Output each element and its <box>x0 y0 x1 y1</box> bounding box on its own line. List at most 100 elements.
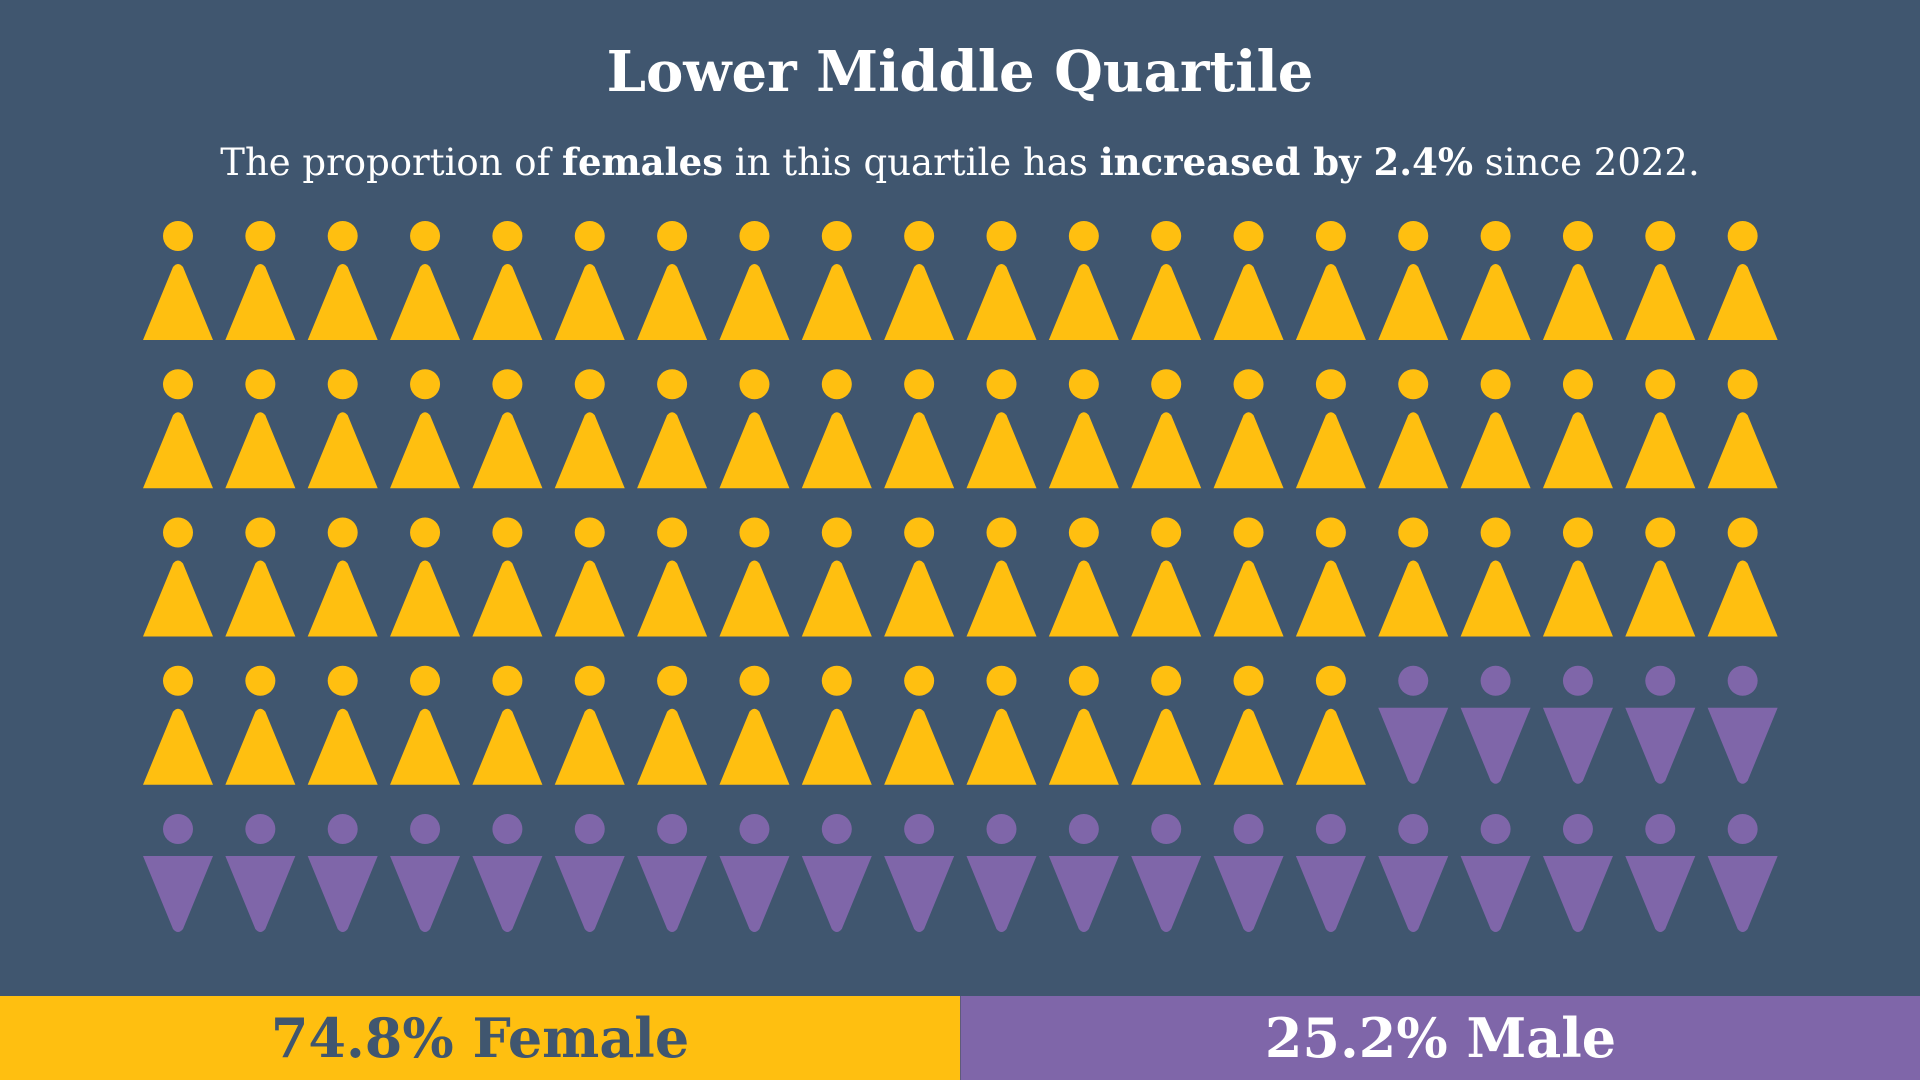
subtitle-text-2: in this quartile has <box>723 141 1100 184</box>
male-person-icon <box>1378 814 1449 932</box>
female-person-icon <box>1048 369 1119 489</box>
female-percentage-label: 74.8% Female <box>0 996 960 1080</box>
female-person-icon <box>884 665 955 785</box>
female-person-icon <box>390 221 461 340</box>
female-person-icon <box>390 369 461 489</box>
male-person-icon <box>801 814 872 932</box>
female-person-icon <box>1378 221 1449 340</box>
female-person-icon <box>1707 517 1778 637</box>
male-person-icon <box>1460 665 1531 784</box>
subtitle-text-3: since 2022. <box>1473 141 1700 184</box>
female-person-icon <box>1542 369 1613 489</box>
male-person-icon <box>554 814 625 932</box>
female-person-icon <box>884 369 955 489</box>
female-person-icon <box>966 221 1037 340</box>
female-person-icon <box>1131 369 1202 489</box>
female-person-icon <box>1625 517 1696 637</box>
female-person-icon <box>801 517 872 637</box>
subtitle-bold-increase: increased by 2.4% <box>1099 140 1474 184</box>
male-person-icon <box>1131 814 1202 932</box>
legend-bar: 74.8% Female 25.2% Male <box>0 996 1920 1080</box>
female-person-icon <box>637 221 708 340</box>
female-person-icon <box>225 665 296 785</box>
male-person-icon <box>1213 814 1284 932</box>
male-person-icon <box>472 814 543 932</box>
pictogram-grid <box>143 221 1778 932</box>
female-person-icon <box>472 221 543 340</box>
female-person-icon <box>143 369 213 489</box>
male-person-icon <box>719 814 790 932</box>
subtitle-bold-females: females <box>562 140 724 184</box>
female-person-icon <box>966 517 1037 637</box>
female-person-icon <box>884 517 955 637</box>
female-person-icon <box>1131 517 1202 637</box>
female-person-icon <box>554 369 625 489</box>
female-person-icon <box>1213 221 1284 340</box>
female-person-icon <box>307 369 378 489</box>
male-person-icon <box>307 814 378 932</box>
male-percentage-label: 25.2% Male <box>960 996 1920 1080</box>
female-person-icon <box>307 665 378 785</box>
female-person-icon <box>554 517 625 637</box>
female-person-icon <box>143 221 213 340</box>
female-person-icon <box>1131 221 1202 340</box>
female-person-icon <box>225 221 296 340</box>
female-person-icon <box>801 665 872 785</box>
male-person-icon <box>225 814 296 932</box>
female-person-icon <box>1625 221 1696 340</box>
female-person-icon <box>1707 369 1778 489</box>
male-person-icon <box>1542 814 1613 932</box>
female-person-icon <box>1378 369 1449 489</box>
female-person-icon <box>1295 221 1366 340</box>
male-person-icon <box>390 814 461 932</box>
female-person-icon <box>472 369 543 489</box>
female-person-icon <box>472 665 543 785</box>
female-person-icon <box>1707 221 1778 340</box>
female-person-icon <box>554 221 625 340</box>
female-person-icon <box>307 517 378 637</box>
female-person-icon <box>225 517 296 637</box>
female-person-icon <box>143 517 213 637</box>
female-person-icon <box>966 369 1037 489</box>
female-person-icon <box>719 221 790 340</box>
female-person-icon <box>307 221 378 340</box>
female-person-icon <box>1378 517 1449 637</box>
female-person-icon <box>637 517 708 637</box>
female-person-icon <box>719 369 790 489</box>
female-person-icon <box>472 517 543 637</box>
male-person-icon <box>143 814 213 932</box>
male-person-icon <box>1625 665 1696 784</box>
page-title: Lower Middle Quartile <box>606 39 1314 105</box>
female-person-icon <box>1542 517 1613 637</box>
female-person-icon <box>966 665 1037 785</box>
female-person-icon <box>1542 221 1613 340</box>
male-person-icon <box>1707 665 1778 784</box>
female-person-icon <box>390 665 461 785</box>
female-person-icon <box>390 517 461 637</box>
male-person-icon <box>1048 814 1119 932</box>
male-person-icon <box>637 814 708 932</box>
male-person-icon <box>1542 665 1613 784</box>
male-person-icon <box>1625 814 1696 932</box>
female-person-icon <box>801 221 872 340</box>
female-person-icon <box>1213 369 1284 489</box>
female-person-icon <box>719 665 790 785</box>
female-person-icon <box>1295 369 1366 489</box>
female-person-icon <box>554 665 625 785</box>
male-person-icon <box>1460 814 1531 932</box>
subtitle: The proportion of females in this quarti… <box>0 136 1920 189</box>
female-person-icon <box>1625 369 1696 489</box>
female-person-icon <box>1460 221 1531 340</box>
pictogram-svg <box>143 221 1778 932</box>
female-person-icon <box>637 369 708 489</box>
female-person-icon <box>1048 665 1119 785</box>
female-person-icon <box>1213 665 1284 785</box>
male-person-icon <box>966 814 1037 932</box>
female-person-icon <box>1460 517 1531 637</box>
male-person-icon <box>1295 814 1366 932</box>
female-person-icon <box>719 517 790 637</box>
male-person-icon <box>884 814 955 932</box>
female-person-icon <box>143 665 213 785</box>
female-person-icon <box>225 369 296 489</box>
female-person-icon <box>801 369 872 489</box>
